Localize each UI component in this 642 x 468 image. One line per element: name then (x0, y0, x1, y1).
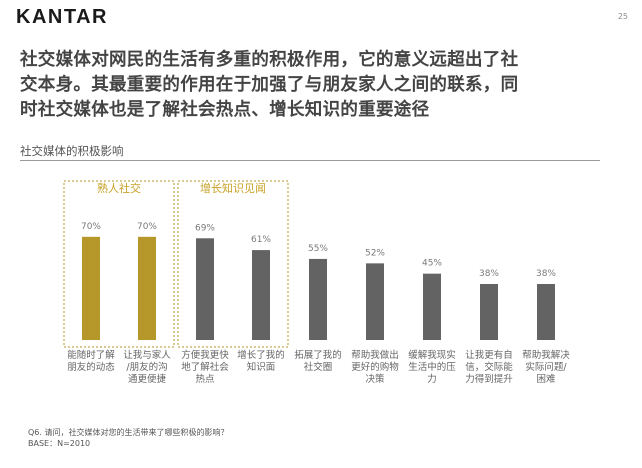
category-label: 知识面 (247, 361, 276, 373)
category-label: 帮助我做出 (351, 349, 399, 361)
group-label: 熟人社交 (97, 181, 141, 195)
category-label: 让我与家人 (123, 349, 171, 361)
value-label: 55% (308, 244, 328, 254)
category-label: 困难 (536, 374, 556, 385)
bar (252, 250, 270, 340)
category-label: 热点 (195, 373, 215, 385)
group-highlight-box (63, 180, 175, 348)
category-label: 增长了我的 (237, 349, 285, 361)
bar (423, 273, 441, 340)
category-label: 拓展了我的 (294, 349, 342, 361)
bar (82, 236, 100, 340)
category-label: 通更便捷 (128, 373, 167, 385)
value-label: 45% (422, 259, 442, 269)
value-label: 52% (365, 248, 385, 258)
value-label: 70% (137, 222, 157, 232)
bar (138, 236, 156, 340)
category-label: 帮助我解决 (522, 349, 570, 361)
value-label: 38% (536, 269, 556, 279)
value-label: 38% (479, 269, 499, 279)
chart-subtitle: 社交媒体的积极影响 (20, 144, 124, 158)
category-label: 力得到提升 (465, 373, 513, 385)
headline-line: 社交媒体对网民的生活有多重的积极作用，它的意义远超出了社 (20, 50, 519, 70)
category-label: 决策 (365, 373, 385, 385)
bar (537, 283, 555, 340)
bar (366, 263, 384, 340)
subtitle-divider (20, 160, 600, 161)
value-label: 69% (195, 223, 215, 233)
category-label: 地了解社会 (181, 361, 229, 373)
footnote-question: Q6. 请问，社交媒体对您的生活带来了哪些积极的影响？ (28, 428, 229, 437)
category-label: 生活中的压 (408, 361, 456, 373)
category-label: 力 (427, 373, 437, 385)
bar (309, 258, 327, 340)
footnote-base: BASE：N=2010 (28, 439, 91, 448)
category-label: /朋友的沟 (126, 361, 167, 373)
kantar-logo: KANTAR (16, 6, 108, 28)
category-label: 让我更有自 (465, 349, 513, 361)
page-number: 25 (617, 12, 628, 21)
category-label: 缓解我现实 (408, 349, 456, 361)
value-label: 61% (251, 235, 271, 245)
group-label: 增长知识见闻 (200, 181, 266, 195)
group-highlight-box (177, 180, 289, 348)
category-label: 更好的购物 (351, 361, 399, 373)
category-label: 信，交际能 (465, 361, 513, 373)
category-label: 方便我更快 (181, 349, 229, 361)
bar (480, 283, 498, 340)
footnote: Q6. 请问，社交媒体对您的生活带来了哪些积极的影响？ BASE：N=2010 (28, 427, 228, 449)
category-label: 实际问题/ (525, 361, 567, 373)
headline-line: 交本身。其最重要的作用在于加强了与朋友家人之间的联系，同 (20, 75, 519, 95)
category-label: 能随时了解 (67, 349, 115, 361)
headline-line: 时社交媒体也是了解社会热点、增长知识的重要途径 (20, 100, 430, 120)
bar (196, 238, 214, 340)
category-label: 社交圈 (304, 361, 333, 373)
category-label: 朋友的动态 (67, 361, 115, 373)
value-label: 70% (81, 222, 101, 232)
slide-headline: 社交媒体对网民的生活有多重的积极作用，它的意义远超出了社 交本身。其最重要的作用… (20, 48, 630, 123)
